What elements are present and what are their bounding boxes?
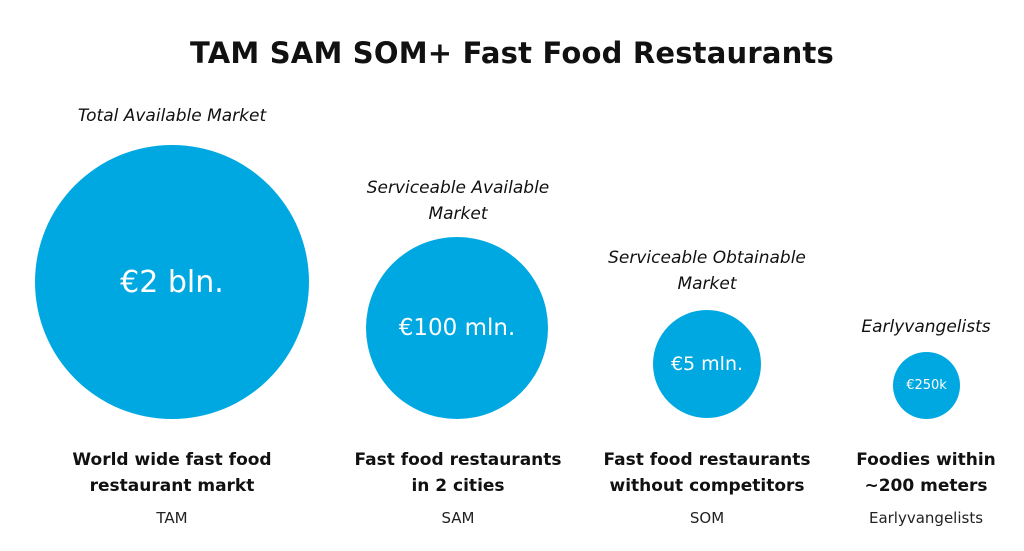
earlyvangelists-market-label-line-1: Earlyvangelists (861, 317, 991, 337)
sam-market-label-line-2: Market (428, 204, 488, 224)
earlyvangelists-description: Foodies within ~200 meters (836, 447, 1016, 499)
earlyvangelists-market-label: Earlyvangelists (836, 314, 1016, 340)
page-title: TAM SAM SOM+ Fast Food Restaurants (189, 36, 835, 70)
tam-description-line-2: restaurant markt (89, 476, 255, 496)
sam-market-label: Serviceable Available Market (308, 175, 608, 227)
sam-abbreviation: SAM (441, 509, 475, 527)
earlyvangelists-abbreviation: Earlyvangelists (868, 509, 984, 527)
sam-market-label-line-1: Serviceable Available (366, 178, 550, 198)
som-market-label-line-2: Market (677, 274, 737, 294)
som-market-label: Serviceable Obtainable Market (557, 245, 857, 297)
tam-value: €2 bln. (120, 264, 224, 300)
tam-description-line-1: World wide fast food (72, 450, 272, 470)
som-abbreviation: SOM (689, 509, 725, 527)
earlyvangelists-value: €250k (906, 378, 947, 393)
earlyvangelists-description-line-1: Foodies within (856, 450, 996, 470)
earlyvangelists-circle: €250k (893, 352, 960, 419)
som-market-label-line-1: Serviceable Obtainable (608, 248, 806, 268)
sam-description-line-2: in 2 cities (411, 476, 505, 496)
sam-description: Fast food restaurants in 2 cities (308, 447, 608, 499)
earlyvangelists-description-line-2: ~200 meters (864, 476, 988, 496)
som-circle: €5 mln. (653, 310, 761, 418)
som-description-line-2: without competitors (609, 476, 805, 496)
som-description: Fast food restaurants without competitor… (557, 447, 857, 499)
tam-circle: €2 bln. (35, 145, 309, 419)
tam-description: World wide fast food restaurant markt (22, 447, 322, 499)
som-value: €5 mln. (670, 353, 744, 375)
sam-value: €100 mln. (398, 315, 516, 341)
som-description-line-1: Fast food restaurants (603, 450, 811, 470)
tam-market-label-line-1: Total Available Market (77, 106, 267, 126)
tam-market-label: Total Available Market (22, 103, 322, 129)
tam-abbreviation: TAM (156, 509, 188, 527)
sam-circle: €100 mln. (366, 237, 548, 419)
sam-description-line-1: Fast food restaurants (354, 450, 562, 470)
